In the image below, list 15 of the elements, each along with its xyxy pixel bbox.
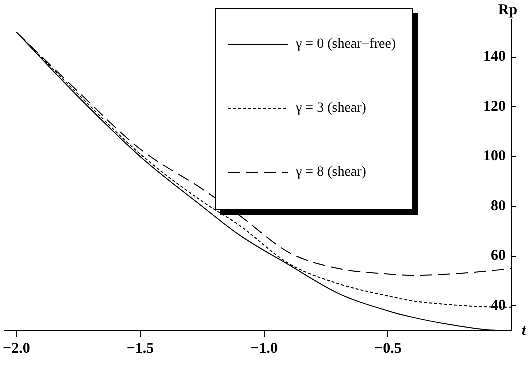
x-tick-label: −1.0 bbox=[250, 340, 278, 357]
x-tick-label: −2.0 bbox=[3, 340, 30, 357]
legend-label: γ = 3 (shear) bbox=[296, 101, 366, 117]
y-axis-title: Rp bbox=[498, 2, 518, 18]
x-tick-label: −0.5 bbox=[374, 340, 402, 357]
y-tick-label: 120 bbox=[484, 98, 506, 115]
x-tick-label: −1.5 bbox=[126, 340, 154, 357]
x-axis-title: t bbox=[522, 322, 527, 339]
legend-label: γ = 8 (shear) bbox=[296, 165, 366, 181]
y-tick-label: 140 bbox=[484, 49, 506, 66]
y-tick-label: 40 bbox=[491, 298, 506, 314]
y-tick-label: 80 bbox=[491, 198, 506, 214]
y-tick-label: 100 bbox=[484, 148, 506, 165]
legend-label: γ = 0 (shear−free) bbox=[296, 37, 396, 53]
y-tick-label: 60 bbox=[491, 248, 506, 264]
